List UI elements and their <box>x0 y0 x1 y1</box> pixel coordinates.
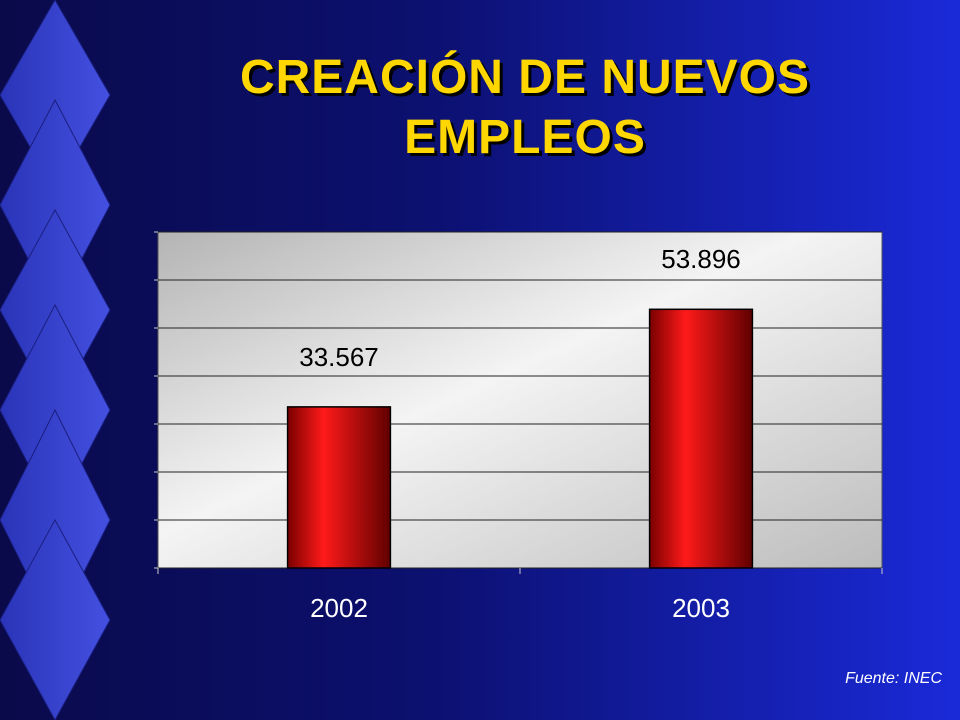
value-label: 33.567 <box>299 342 379 372</box>
decoration <box>0 0 111 720</box>
bar <box>648 308 754 569</box>
plot-area <box>157 231 883 569</box>
value-label: 53.896 <box>661 244 741 274</box>
source: Fuente: INEC <box>845 670 942 687</box>
chart-title: CREACIÓN DE NUEVOS EMPLEOS <box>239 51 811 164</box>
x-tick-label: 2002 <box>310 593 368 623</box>
bar <box>286 406 392 569</box>
x-tick-label: 2003 <box>672 593 730 623</box>
